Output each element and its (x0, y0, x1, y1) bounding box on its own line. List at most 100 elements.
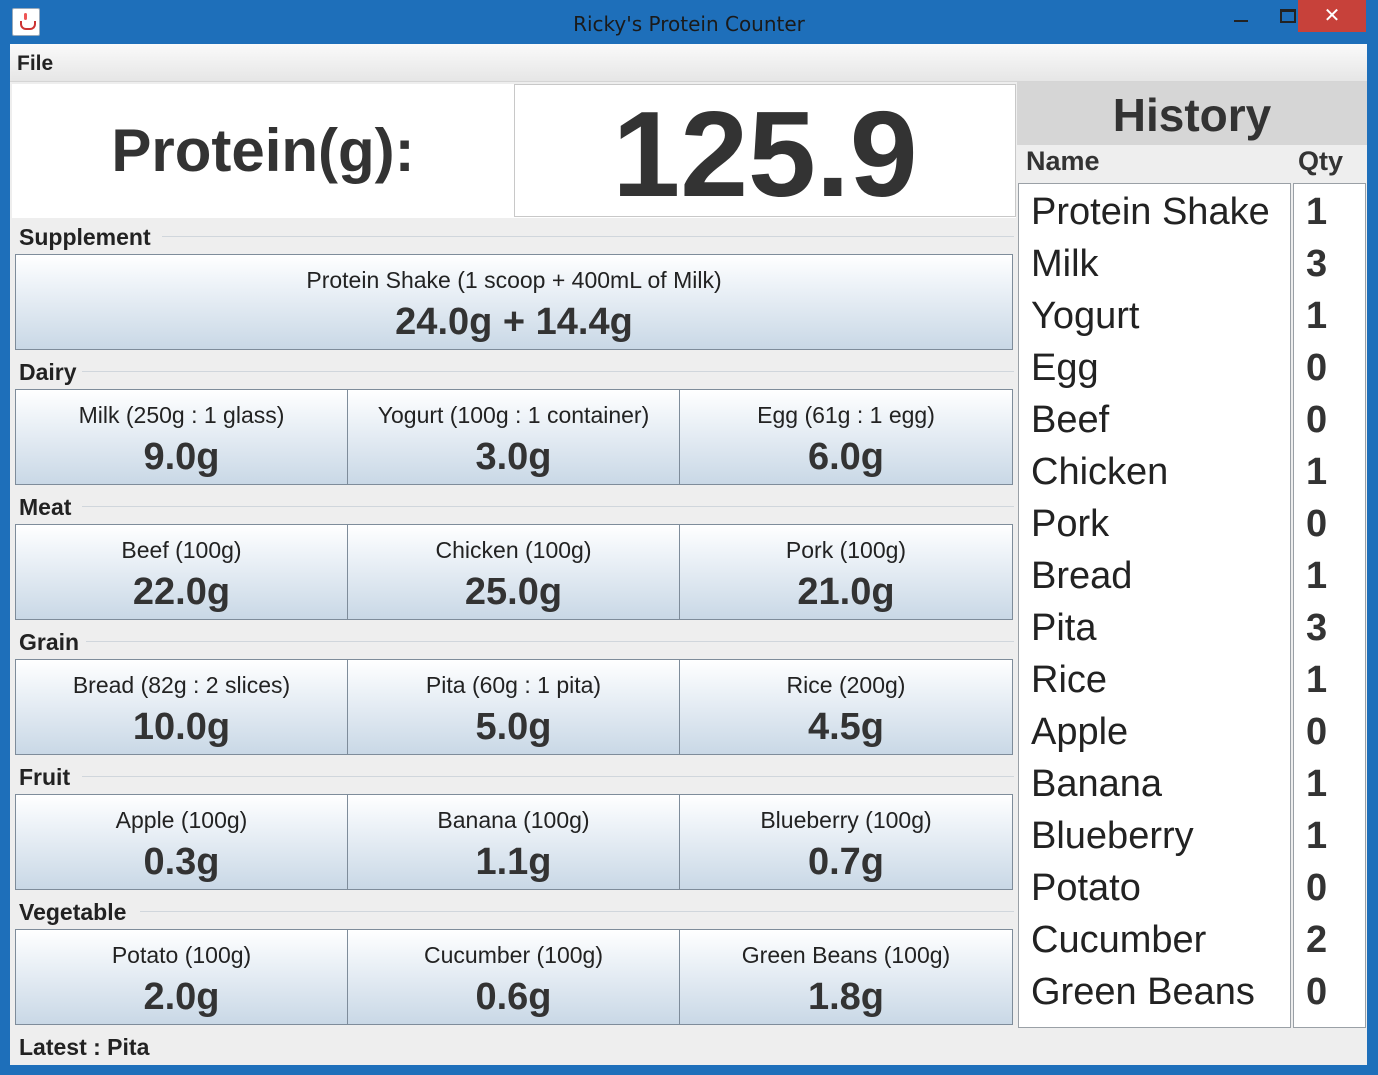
group-divider (86, 641, 1014, 642)
milk-button[interactable]: Milk (250g : 1 glass) 9.0g (15, 389, 348, 485)
food-protein-value: 3.0g (475, 436, 552, 478)
cucumber-button[interactable]: Cucumber (100g) 0.6g (347, 929, 680, 1025)
food-protein-value: 0.6g (475, 976, 552, 1018)
history-item-qty[interactable]: 2 (1306, 919, 1328, 961)
food-name: Chicken (100g) (435, 537, 592, 563)
history-item-name[interactable]: Potato (1031, 867, 1141, 909)
food-protein-value: 1.8g (807, 976, 885, 1018)
history-item-name[interactable]: Apple (1031, 711, 1129, 753)
history-qty-list[interactable]: 1 3 1 0 0 1 0 1 3 1 0 1 1 0 2 0 (1293, 183, 1366, 1028)
group-divider (140, 911, 1014, 912)
group-label-fruit: Fruit (19, 764, 71, 790)
history-item-name[interactable]: Protein Shake (1031, 191, 1270, 233)
chicken-button[interactable]: Chicken (100g) 25.0g (347, 524, 680, 620)
history-item-qty[interactable]: 1 (1306, 295, 1328, 337)
group-label-dairy: Dairy (19, 359, 77, 385)
beef-button[interactable]: Beef (100g) 22.0g (15, 524, 348, 620)
history-item-qty[interactable]: 1 (1306, 763, 1328, 805)
history-item-qty[interactable]: 0 (1306, 503, 1328, 545)
history-item-name[interactable]: Bread (1031, 555, 1133, 597)
banana-button[interactable]: Banana (100g) 1.1g (347, 794, 680, 890)
dairy-row: Milk (250g : 1 glass) 9.0g Yogurt (100g … (15, 389, 1013, 485)
group-label-meat: Meat (19, 494, 72, 520)
potato-button[interactable]: Potato (100g) 2.0g (15, 929, 348, 1025)
bread-button[interactable]: Bread (82g : 2 slices) 10.0g (15, 659, 348, 755)
history-item-qty[interactable]: 0 (1306, 399, 1328, 441)
apple-button[interactable]: Apple (100g) 0.3g (15, 794, 348, 890)
history-title: History (1017, 82, 1367, 145)
food-protein-value: 22.0g (132, 571, 231, 613)
menu-file[interactable]: File (17, 52, 54, 75)
food-protein-value: 0.3g (143, 841, 220, 883)
history-item-qty[interactable]: 1 (1306, 815, 1328, 857)
food-name: Egg (61g : 1 egg) (757, 402, 935, 428)
protein-shake-button[interactable]: Protein Shake (1 scoop + 400mL of Milk) … (15, 254, 1013, 350)
food-protein-value: 6.0g (807, 436, 885, 478)
group-label-vegetable: Vegetable (19, 899, 127, 925)
history-item-name[interactable]: Pork (1031, 503, 1110, 545)
grain-row: Bread (82g : 2 slices) 10.0g Pita (60g :… (15, 659, 1013, 755)
history-item-qty[interactable]: 0 (1306, 867, 1328, 909)
food-protein-value: 21.0g (797, 571, 895, 613)
food-protein-value: 1.1g (475, 841, 552, 883)
history-item-qty[interactable]: 1 (1306, 191, 1328, 233)
history-item-name[interactable]: Green Beans (1031, 971, 1255, 1013)
history-item-qty[interactable]: 0 (1306, 971, 1328, 1013)
history-item-qty[interactable]: 1 (1306, 451, 1328, 493)
meat-row: Beef (100g) 22.0g Chicken (100g) 25.0g P… (15, 524, 1013, 620)
history-item-qty[interactable]: 0 (1306, 347, 1328, 389)
minimize-button[interactable] (1218, 0, 1264, 32)
history-item-qty[interactable]: 0 (1306, 711, 1328, 753)
food-name: Apple (100g) (115, 807, 248, 833)
latest-status: Latest : Pita (19, 1034, 150, 1060)
history-item-name[interactable]: Beef (1031, 399, 1110, 441)
history-item-name[interactable]: Rice (1031, 659, 1108, 701)
history-name-list[interactable]: Protein Shake Milk Yogurt Egg Beef Chicken Por… (1018, 183, 1291, 1028)
egg-button[interactable]: Egg (61g : 1 egg) 6.0g (679, 389, 1013, 485)
food-name: Milk (250g : 1 glass) (78, 402, 285, 428)
history-item-name[interactable]: Milk (1031, 243, 1099, 285)
history-item-qty[interactable]: 3 (1306, 243, 1328, 285)
protein-total-box: 125.9 (514, 84, 1016, 217)
close-button[interactable]: ✕ (1298, 0, 1366, 32)
history-item-qty[interactable]: 1 (1306, 555, 1328, 597)
rice-button[interactable]: Rice (200g) 4.5g (679, 659, 1013, 755)
window-title: Ricky's Protein Counter (573, 12, 805, 36)
history-item-name[interactable]: Blueberry (1031, 815, 1194, 857)
green-beans-button[interactable]: Green Beans (100g) 1.8g (679, 929, 1013, 1025)
history-item-qty[interactable]: 3 (1306, 607, 1328, 649)
vegetable-row: Potato (100g) 2.0g Cucumber (100g) 0.6g … (15, 929, 1013, 1025)
history-panel: History Name Qty Protein Shake Milk Yogurt… (1017, 82, 1367, 1033)
history-item-name[interactable]: Cucumber (1031, 919, 1207, 961)
blueberry-button[interactable]: Blueberry (100g) 0.7g (679, 794, 1013, 890)
food-protein-value: 5.0g (475, 706, 552, 748)
group-divider (82, 371, 1014, 372)
pork-button[interactable]: Pork (100g) 21.0g (679, 524, 1013, 620)
food-name: Cucumber (100g) (424, 942, 603, 968)
history-item-name[interactable]: Pita (1031, 607, 1097, 649)
java-app-icon[interactable] (12, 8, 40, 36)
group-divider (82, 506, 1014, 507)
history-item-name[interactable]: Egg (1031, 347, 1099, 389)
group-label-grain: Grain (19, 629, 80, 655)
history-item-qty[interactable]: 1 (1306, 659, 1328, 701)
history-item-name[interactable]: Yogurt (1031, 295, 1140, 337)
history-item-name[interactable]: Banana (1031, 763, 1163, 805)
history-qty-header: Qty (1298, 146, 1344, 176)
food-protein-value: 24.0g + 14.4g (395, 301, 633, 343)
close-icon: ✕ (1323, 3, 1341, 27)
food-protein-value: 25.0g (464, 571, 563, 613)
maximize-button[interactable] (1264, 0, 1310, 32)
food-name: Potato (100g) (111, 942, 252, 968)
pita-button[interactable]: Pita (60g : 1 pita) 5.0g (347, 659, 680, 755)
food-name: Protein Shake (1 scoop + 400mL of Milk) (306, 267, 722, 293)
protein-label: Protein(g): (111, 117, 415, 184)
history-name-header: Name (1026, 146, 1100, 176)
food-name: Pork (100g) (785, 537, 907, 563)
food-name: Blueberry (100g) (760, 807, 932, 833)
food-protein-value: 0.7g (807, 841, 885, 883)
history-item-name[interactable]: Chicken (1031, 451, 1169, 493)
title-bar[interactable]: Ricky's Protein Counter ✕ (0, 0, 1378, 44)
yogurt-button[interactable]: Yogurt (100g : 1 container) 3.0g (347, 389, 680, 485)
